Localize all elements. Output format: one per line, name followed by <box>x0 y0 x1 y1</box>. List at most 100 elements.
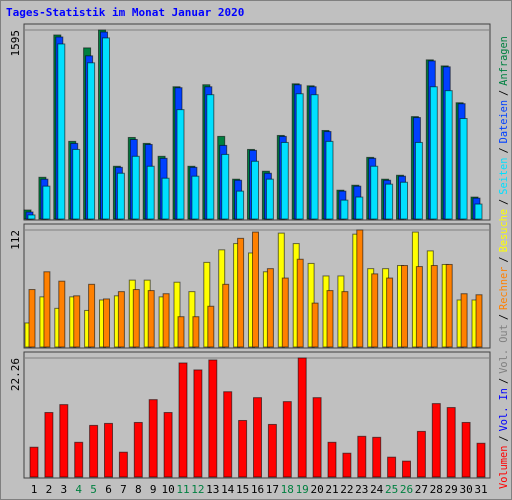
x-tick-label: 16 <box>251 483 264 496</box>
bar <box>176 109 185 220</box>
bar <box>326 290 334 348</box>
x-tick-label: 4 <box>75 483 82 496</box>
bar <box>178 362 188 478</box>
bar <box>236 190 245 220</box>
bar <box>310 94 319 220</box>
legend-entry: Dateien <box>498 100 510 143</box>
legend-separator: / <box>498 378 510 384</box>
x-tick-label: 29 <box>445 483 458 496</box>
bar <box>191 175 200 220</box>
x-tick-label: 17 <box>266 483 279 496</box>
bar <box>371 273 379 348</box>
bar <box>89 424 99 478</box>
legend-entry: Vol. In <box>498 388 510 431</box>
x-tick-label: 30 <box>459 483 472 496</box>
legend-entry: Rechner <box>498 267 510 310</box>
x-tick-label: 22 <box>340 483 353 496</box>
bar <box>295 93 304 220</box>
bar <box>265 178 274 220</box>
bar <box>116 172 125 220</box>
y-tick-label: 112 <box>9 230 22 250</box>
bar <box>74 441 84 478</box>
x-tick-label: 12 <box>191 483 204 496</box>
bar <box>430 265 438 348</box>
legend-separator: / <box>498 147 510 153</box>
bar <box>103 298 110 348</box>
bar <box>222 283 230 348</box>
legend-entry: Anfragen <box>498 36 510 86</box>
bar <box>58 280 66 348</box>
bar <box>237 237 245 348</box>
x-tick-label: 18 <box>281 483 294 496</box>
bar <box>387 456 397 478</box>
bar <box>148 399 158 478</box>
x-tick-label: 10 <box>161 483 174 496</box>
x-tick-label: 13 <box>206 483 219 496</box>
bar <box>43 271 51 348</box>
bar <box>253 397 262 478</box>
bar <box>161 177 170 220</box>
x-tick-label: 11 <box>176 483 189 496</box>
bar <box>296 258 304 348</box>
x-tick-label: 9 <box>150 483 157 496</box>
bar <box>342 452 352 478</box>
bar <box>416 430 426 478</box>
bar <box>133 421 143 478</box>
bar <box>87 62 96 220</box>
x-tick-label: 5 <box>90 483 97 496</box>
bar <box>386 277 394 348</box>
x-tick-label: 25 <box>385 483 398 496</box>
bar <box>267 423 277 478</box>
bar <box>162 293 170 348</box>
legend-separator: / <box>498 435 510 441</box>
bar <box>280 141 289 220</box>
x-tick-label: 27 <box>415 483 428 496</box>
bar <box>357 435 367 478</box>
bar <box>192 316 200 348</box>
bar <box>355 196 364 220</box>
bar <box>370 165 379 220</box>
y-tick-label: 1595 <box>9 30 22 57</box>
bar <box>42 185 51 220</box>
legend-entry: Volumen <box>498 446 510 489</box>
bar <box>445 263 453 348</box>
bar <box>476 442 486 478</box>
bar <box>475 294 483 348</box>
bar <box>207 305 215 348</box>
bar <box>73 295 81 348</box>
bar <box>460 293 468 348</box>
bar <box>459 118 468 220</box>
bar <box>281 277 289 348</box>
x-tick-label: 15 <box>236 483 249 496</box>
bar <box>414 141 423 220</box>
bar <box>266 268 274 348</box>
bar <box>163 412 173 478</box>
chart-title: Tages-Statistik im Monat Januar 2020 <box>6 6 244 19</box>
bar <box>356 229 364 348</box>
bar <box>27 214 36 220</box>
x-tick-label: 6 <box>105 483 112 496</box>
bar <box>372 436 382 478</box>
bar <box>252 231 259 348</box>
bar <box>117 291 125 348</box>
bar <box>193 369 203 478</box>
bar <box>325 140 334 220</box>
bar <box>88 283 96 348</box>
x-tick-label: 21 <box>325 483 338 496</box>
bar <box>431 403 441 478</box>
legend-entry: Besuche <box>498 209 510 252</box>
bar <box>208 359 218 478</box>
x-tick-label: 31 <box>474 483 487 496</box>
bar <box>59 404 69 478</box>
x-tick-label: 19 <box>296 483 309 496</box>
bar <box>444 90 453 220</box>
x-tick-label: 28 <box>430 483 443 496</box>
bar <box>118 451 128 478</box>
x-tick-label: 20 <box>310 483 323 496</box>
x-tick-label: 23 <box>355 483 368 496</box>
legend-entry: Vol. Out <box>498 324 510 374</box>
bar <box>44 412 54 478</box>
bar <box>102 37 110 220</box>
bar <box>72 148 81 220</box>
